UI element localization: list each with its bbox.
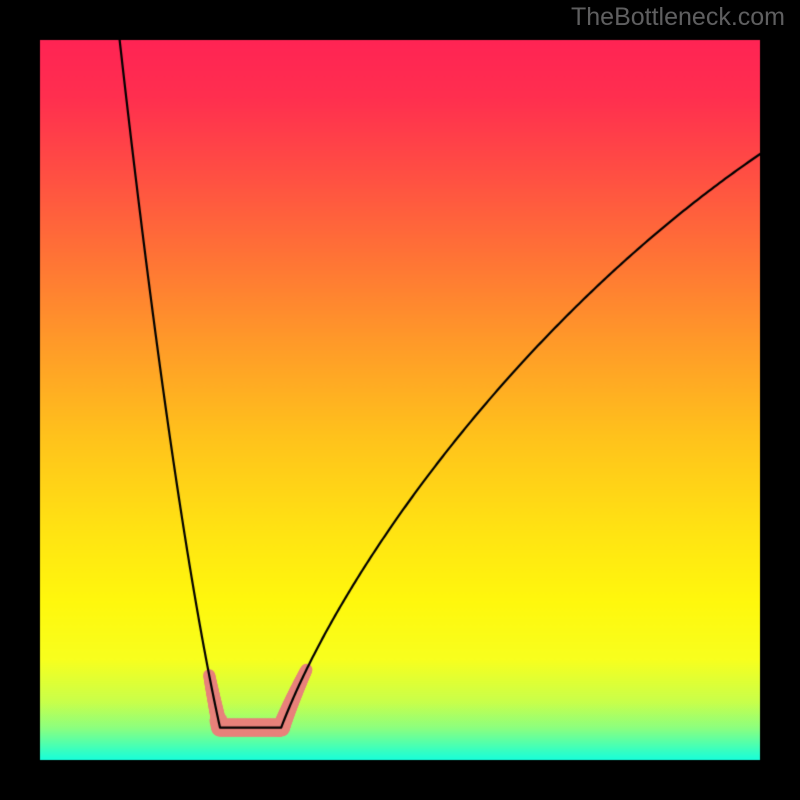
watermark-label: TheBottleneck.com (571, 3, 785, 32)
chart-stage: TheBottleneck.com (0, 0, 800, 800)
bottleneck-curve-chart (0, 0, 800, 800)
